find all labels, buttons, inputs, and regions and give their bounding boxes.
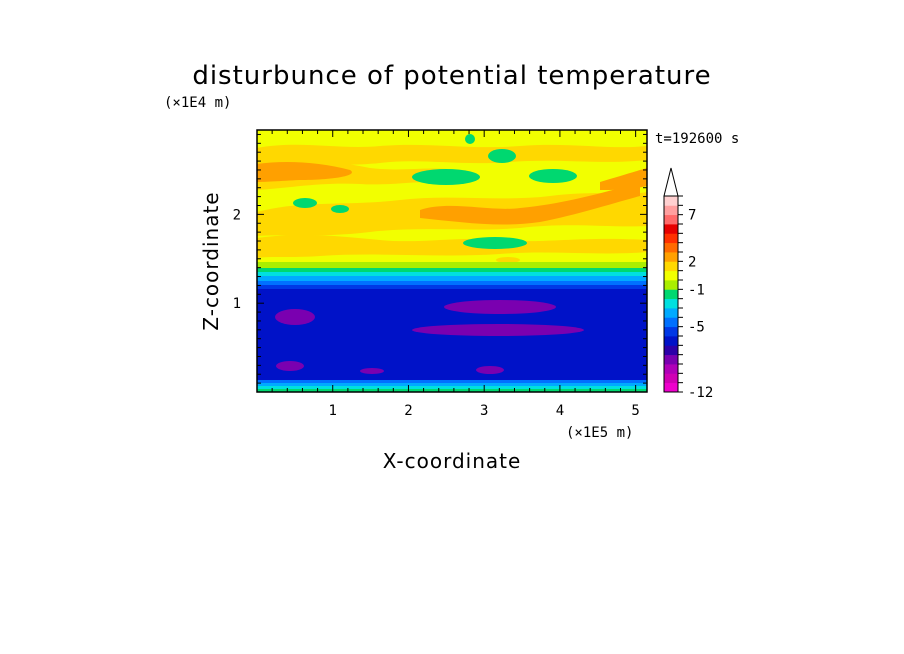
transition-layer: [257, 272, 647, 276]
colorbar-segment: [664, 364, 678, 374]
colorbar-segment: [664, 270, 678, 281]
contour-band: [257, 144, 647, 165]
colorbar-segment: [664, 252, 678, 262]
colorbar-segment: [664, 326, 678, 337]
plot-frame: [256, 129, 648, 393]
x-axis-label: X-coordinate: [383, 449, 522, 473]
colorbar-segment: [664, 214, 678, 225]
contour-patch: [463, 237, 527, 249]
colorbar-label: -5: [688, 320, 705, 336]
x-tick-label: 2: [404, 403, 412, 419]
y-tick-label: 2: [233, 207, 241, 223]
colorbar-segment: [664, 336, 678, 346]
y-axis-label: Z-coordinate: [199, 191, 223, 330]
contour-patch: [444, 300, 556, 314]
x-tick-label: 1: [329, 403, 337, 419]
colorbar: -12-5-127: [663, 167, 713, 401]
surface-layer: [257, 383, 647, 386]
contour-patch: [293, 198, 317, 208]
colorbar-segment: [664, 308, 678, 318]
transition-layer: [257, 268, 647, 272]
colorbar-segment: [664, 280, 678, 290]
contour-patch: [331, 205, 349, 213]
contour-patch: [529, 169, 577, 183]
contour-patch: [412, 169, 480, 185]
contour-patch: [465, 134, 475, 144]
transition-layer: [257, 281, 647, 285]
colorbar-segment: [664, 354, 678, 365]
surface-layer: [257, 386, 647, 389]
colorbar-segment: [664, 373, 678, 384]
y-tick-label: 1: [233, 296, 241, 312]
x-axis: 1 2 3 4 5: [271, 130, 640, 419]
x-tick-label: 4: [556, 403, 564, 419]
contour-band: [257, 162, 352, 182]
contour-patch: [360, 368, 384, 374]
colorbar-extend-arrow: [663, 167, 679, 197]
x-tick-label: 5: [631, 403, 639, 419]
surface-layer: [257, 389, 647, 392]
transition-layer: [257, 276, 647, 281]
contour-band: [257, 234, 647, 258]
colorbar-segment: [664, 345, 678, 356]
colorbar-segment: [664, 317, 678, 328]
surface-layer: [257, 380, 647, 383]
y-scale-label: (×1E4 m): [164, 95, 231, 111]
colorbar-segment: [664, 233, 678, 244]
contour-band: [600, 168, 647, 190]
transition-layer: [257, 285, 647, 289]
chart-title: disturbunce of potential temperature: [192, 61, 711, 91]
contour-field: [257, 130, 647, 392]
colorbar-segment: [664, 224, 678, 234]
x-tick-label: 3: [480, 403, 488, 419]
colorbar-label: -12: [688, 385, 713, 401]
colorbar-segment: [664, 289, 678, 300]
colorbar-label: -1: [688, 282, 705, 298]
colorbar-segment: [664, 382, 678, 393]
colorbar-label: 7: [688, 208, 696, 224]
contour-patch: [276, 361, 304, 371]
transition-layer: [257, 262, 647, 268]
contour-patch: [488, 149, 516, 163]
colorbar-label: 2: [688, 254, 696, 270]
y-axis: 12: [233, 133, 647, 384]
colorbar-segment: [664, 205, 678, 216]
contour-patch: [412, 324, 584, 336]
time-label: t=192600 s: [655, 131, 739, 147]
colorbar-segment: [664, 242, 678, 253]
colorbar-segment: [664, 196, 678, 206]
contour-patch: [496, 257, 520, 263]
contour-patch: [476, 366, 504, 374]
x-scale-label: (×1E5 m): [566, 425, 633, 441]
contour-band: [420, 180, 640, 225]
colorbar-segment: [664, 298, 678, 309]
contour-patch: [275, 309, 315, 325]
colorbar-segment: [664, 261, 678, 272]
